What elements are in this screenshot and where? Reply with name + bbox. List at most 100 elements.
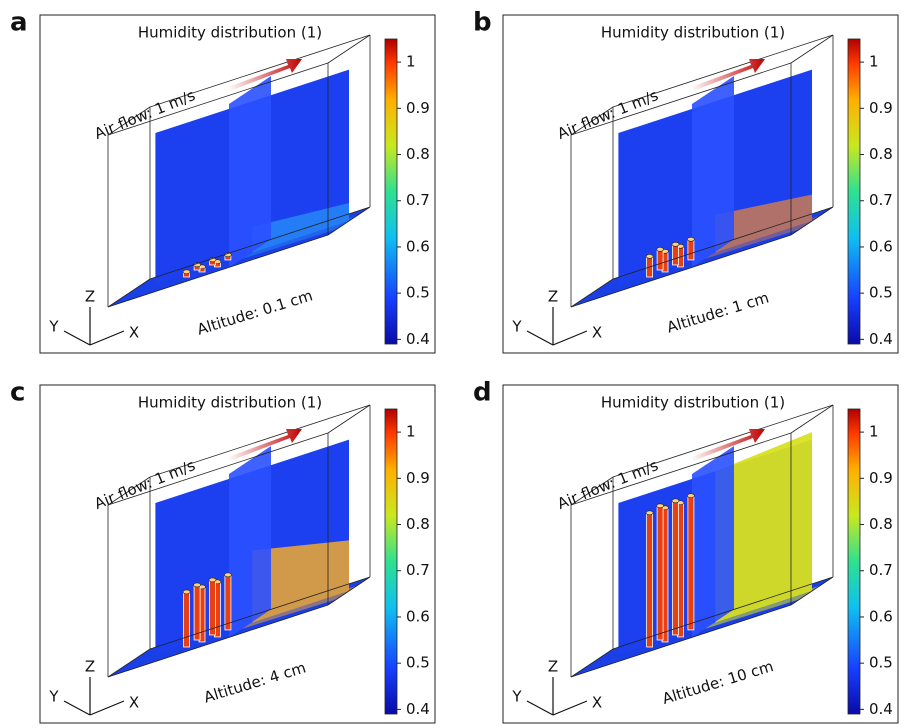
wireframe-edge (612, 404, 834, 478)
panel-label: c (10, 378, 25, 408)
triad-x (89, 700, 125, 716)
colorbar-tick-label: 0.7 (406, 191, 430, 209)
colorbar-tick-label: 0.7 (869, 191, 893, 209)
center-plane (229, 76, 271, 268)
panel: c Humidity distribution (1)Air flow: 1 m/… (10, 378, 436, 724)
colorbar-tick-label: 0.5 (869, 284, 893, 302)
wireframe-edge (327, 404, 371, 434)
colorbar-tick-label: 1 (406, 53, 416, 71)
wireframe-edge (790, 576, 834, 606)
colorbar (384, 38, 398, 345)
wireframe-edge (570, 648, 614, 678)
wireframe-edge (107, 278, 151, 308)
airflow-arrow (691, 429, 765, 461)
pillar-top (656, 247, 664, 252)
airflow-arrow (691, 59, 765, 91)
axis-z-label: Z (85, 658, 95, 676)
colorbar-tick-label: 0.8 (869, 145, 893, 163)
scene (107, 34, 371, 308)
altitude-label: Altitude: 1 cm (665, 288, 771, 336)
axis-z-label: Z (85, 288, 95, 306)
airflow-arrow (228, 429, 302, 461)
wireframe-edge (570, 432, 792, 506)
panel-label: a (10, 8, 28, 38)
triad-y (63, 330, 91, 346)
panel-label: b (473, 8, 492, 38)
scene (570, 404, 834, 678)
colorbar-tick-label: 0.8 (406, 145, 430, 163)
colorbar-tick-label: 0.9 (869, 469, 893, 487)
pillar-top (645, 510, 654, 516)
colorbar-tick-label: 1 (406, 423, 416, 441)
colorbar (847, 408, 861, 715)
colorbar-tick-label: 0.9 (406, 99, 430, 117)
colorbar-tick-label: 0.5 (406, 654, 430, 672)
plume (252, 202, 349, 253)
plume (252, 540, 349, 623)
axis-x-label: X (592, 694, 602, 712)
triad-x (552, 700, 588, 716)
wireframe-edge (790, 404, 834, 434)
triad-x (89, 330, 125, 346)
pillar (687, 495, 695, 631)
panel-title: Humidity distribution (1) (138, 24, 322, 42)
pillar-top (656, 503, 664, 509)
colorbar-tick-label: 0.4 (406, 330, 430, 348)
colorbar-tick-label: 0.4 (406, 700, 430, 718)
wireframe-edge (570, 106, 614, 136)
wireframe-edge (107, 604, 329, 678)
triad-y (526, 700, 554, 716)
colorbar-tick-label: 0.4 (869, 330, 893, 348)
center-plane (692, 76, 734, 268)
wireframe-edge (107, 432, 329, 506)
panel-frame (502, 14, 899, 354)
pillar (672, 500, 679, 636)
pillar-top (182, 269, 191, 275)
pillar (183, 591, 191, 648)
wireframe-edge (570, 278, 614, 308)
pillar-top (224, 572, 232, 578)
wireframe-edge (327, 206, 371, 236)
colorbar (384, 408, 398, 715)
wireframe-edge (612, 206, 834, 280)
wireframe-edge (107, 106, 151, 136)
scene (570, 34, 834, 308)
colorbar-tick-label: 0.5 (869, 654, 893, 672)
pillar-top (645, 254, 654, 259)
pillar (656, 505, 664, 641)
wireframe-edge (149, 576, 371, 650)
axis-x-label: X (592, 324, 602, 342)
wireframe-edge (570, 62, 792, 136)
axis-x-label: X (129, 694, 139, 712)
wireframe-edge (107, 476, 151, 506)
wireframe-edge (149, 404, 371, 478)
pillar (224, 574, 232, 631)
colorbar-tick-label: 0.8 (406, 515, 430, 533)
colorbar-tick-label: 0.6 (406, 607, 430, 625)
wireframe-edge (570, 476, 614, 506)
wireframe-edge (327, 34, 371, 64)
axis-z-label: Z (548, 288, 558, 306)
scene (107, 404, 371, 678)
axis-y-label: Y (511, 688, 522, 706)
altitude-label: Altitude: 0.1 cm (195, 286, 315, 338)
colorbar-tick-label: 0.9 (406, 469, 430, 487)
pillar (687, 238, 695, 261)
wireframe-edge (149, 206, 371, 280)
colorbar-tick-label: 0.4 (869, 700, 893, 718)
pillar-top (671, 242, 680, 247)
wireframe-edge (570, 234, 792, 308)
wireframe-edge (107, 234, 329, 308)
pillar (193, 584, 201, 641)
panel-label: d (473, 378, 492, 408)
panel-frame (502, 384, 899, 724)
pillar-top (193, 582, 201, 588)
wireframe-edge (790, 206, 834, 236)
wireframe-edge (612, 34, 834, 108)
altitude-label: Altitude: 4 cm (202, 658, 308, 706)
pillar (646, 512, 654, 648)
center-plane (692, 446, 734, 638)
wireframe-edge (107, 62, 329, 136)
colorbar (847, 38, 861, 345)
